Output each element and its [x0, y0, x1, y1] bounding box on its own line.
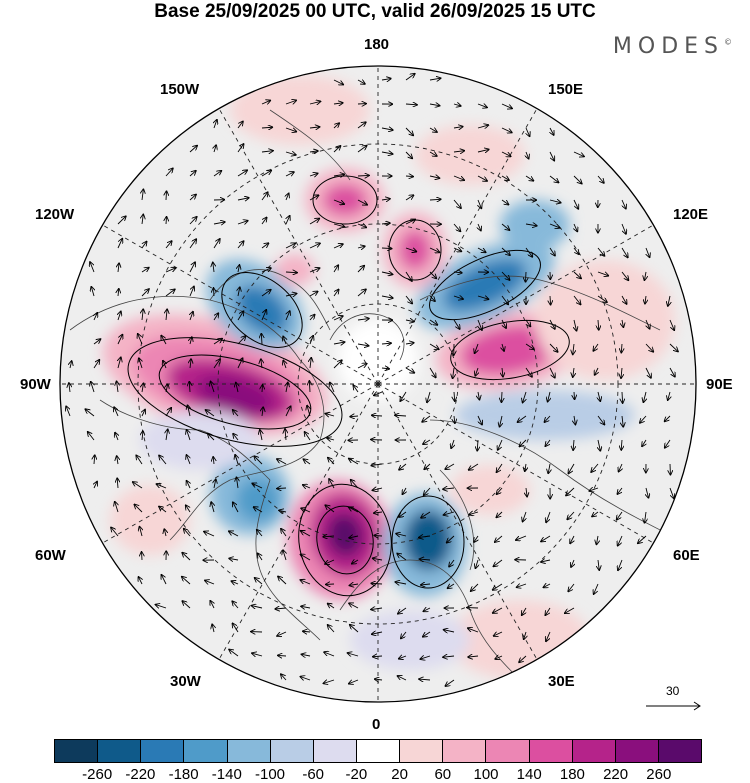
- colorbar-tick-label: -60: [302, 766, 325, 783]
- lon-label-150w: 150W: [160, 81, 200, 98]
- colorbar-swatch: [184, 740, 228, 762]
- colorbar-tick-label: -100: [254, 766, 286, 783]
- colorbar-tick-label: 220: [603, 766, 629, 783]
- colorbar-swatch: [55, 740, 99, 762]
- lon-label-120w: 120W: [35, 206, 75, 223]
- map-disk: [60, 66, 696, 702]
- polar-stereographic-map: [59, 65, 697, 703]
- map-border: [59, 65, 697, 703]
- colorbar-swatch: [227, 740, 271, 762]
- colorbar-swatch: [270, 740, 314, 762]
- lon-label-30w: 30W: [170, 673, 201, 690]
- lon-label-180: 180: [364, 36, 390, 53]
- colorbar-tick-label: -20: [345, 766, 368, 783]
- colorbar-swatch: [356, 740, 401, 762]
- lon-label-30e: 30E: [548, 673, 575, 690]
- lon-label-90e: 90E: [706, 376, 733, 393]
- wind-vectors: [66, 74, 678, 686]
- colorbar-tick-label: -140: [211, 766, 242, 783]
- colorbar-swatch: [443, 740, 487, 762]
- colorbar-tick-label: 260: [646, 766, 672, 783]
- colorbar-swatch: [615, 740, 659, 762]
- coastlines: [69, 109, 681, 681]
- reference-vector-label: 30: [666, 684, 680, 698]
- map-title: Base 25/09/2025 00 UTC, valid 26/09/2025…: [154, 1, 596, 22]
- brand-logo: MODES©: [612, 34, 732, 59]
- colorbar-tick-label: 180: [559, 766, 585, 783]
- colorbar-swatch: [313, 740, 357, 762]
- lon-label-150e: 150E: [548, 81, 584, 98]
- colorbar: [54, 739, 702, 763]
- colorbar-swatch: [486, 740, 530, 762]
- colorbar-tick-label: -180: [168, 766, 199, 783]
- lon-label-60w: 60W: [35, 547, 66, 564]
- colorbar-tick-label: 140: [516, 766, 542, 783]
- colorbar-tick-label: -220: [125, 766, 156, 783]
- lon-label-120e: 120E: [673, 206, 709, 223]
- colorbar-swatch: [572, 740, 616, 762]
- colorbar-swatch: [529, 740, 573, 762]
- lon-label-0: 0: [372, 716, 381, 733]
- lon-label-90w: 90W: [20, 376, 51, 393]
- reference-vector-arrow: [646, 701, 701, 711]
- colorbar-swatch: [141, 740, 185, 762]
- colorbar-tick-label: 60: [434, 766, 452, 783]
- colorbar-tick-label: -260: [82, 766, 113, 783]
- lon-label-60e: 60E: [673, 547, 700, 564]
- colorbar-swatch: [400, 740, 444, 762]
- colorbar-swatch: [98, 740, 142, 762]
- contour-lines: [127, 175, 570, 597]
- colorbar-swatch: [658, 740, 702, 762]
- colorbar-tick-label: 20: [391, 766, 408, 783]
- colorbar-tick-label: 100: [473, 766, 499, 783]
